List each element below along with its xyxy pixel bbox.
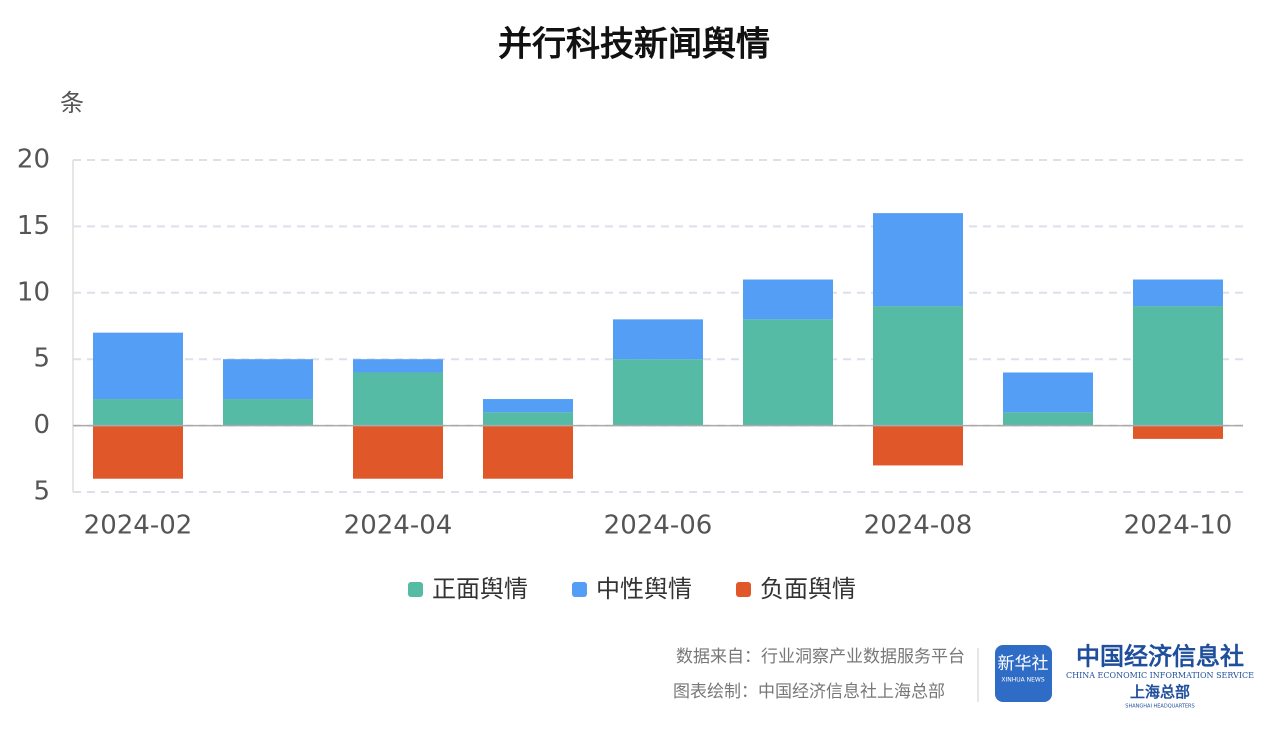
y-axis-label: 条: [60, 89, 84, 117]
bar-segment: [613, 319, 703, 360]
bar-segment: [93, 332, 183, 400]
bar-segment: [483, 425, 573, 479]
bar-segment: [743, 319, 833, 426]
y-tick-label: 20: [17, 145, 50, 175]
legend-label: 正面舆情: [432, 575, 528, 603]
bar-segment: [93, 399, 183, 426]
logo-cn: 新华社: [998, 654, 1049, 674]
credit-note: 图表绘制：中国经济信息社上海总部: [673, 682, 945, 702]
y-tick-label: 15: [17, 211, 50, 241]
legend-label: 负面舆情: [760, 575, 856, 603]
bar-segment: [353, 425, 443, 479]
bar-segment: [873, 306, 963, 426]
legend-swatch: [572, 582, 587, 597]
legend-swatch: [736, 582, 751, 597]
x-tick-label: 2024-04: [344, 511, 453, 541]
org-en: CHINA ECONOMIC INFORMATION SERVICE: [1066, 671, 1254, 680]
bar-segment: [353, 359, 443, 373]
bar-segment: [483, 412, 573, 426]
branch-en: SHANGHAI HEADQUARTERS: [1125, 704, 1194, 710]
y-tick-label: 10: [17, 277, 50, 307]
org-cn: 中国经济信息社: [1076, 642, 1244, 671]
bar-segment: [483, 399, 573, 413]
bar-segment: [353, 372, 443, 426]
bar-segment: [1133, 306, 1223, 426]
bar-segment: [1133, 425, 1223, 439]
bar-segment: [223, 359, 313, 400]
y-tick-label: 5: [33, 344, 50, 374]
y-tick-label: 5: [33, 477, 50, 507]
bar-segment: [873, 425, 963, 466]
bar-segment: [1133, 279, 1223, 307]
logo-badge: [995, 645, 1052, 702]
x-tick-label: 2024-10: [1124, 511, 1233, 541]
legend-swatch: [408, 582, 423, 597]
logo-en: XINHUA NEWS: [1001, 677, 1044, 684]
y-tick-label: 0: [33, 410, 50, 440]
bar-segment: [1003, 412, 1093, 426]
bar-segment: [613, 359, 703, 426]
x-tick-label: 2024-06: [604, 511, 713, 541]
bar-segment: [93, 425, 183, 479]
bar-segment: [1003, 372, 1093, 413]
bar-segment: [873, 213, 963, 307]
bar-segment: [743, 279, 833, 320]
legend-label: 中性舆情: [596, 575, 692, 603]
x-tick-label: 2024-02: [84, 511, 193, 541]
bar-segment: [223, 399, 313, 426]
x-tick-label: 2024-08: [864, 511, 973, 541]
chart-title: 并行科技新闻舆情: [498, 25, 770, 65]
source-note: 数据来自：行业洞察产业数据服务平台: [676, 647, 965, 667]
branch-cn: 上海总部: [1130, 683, 1190, 701]
